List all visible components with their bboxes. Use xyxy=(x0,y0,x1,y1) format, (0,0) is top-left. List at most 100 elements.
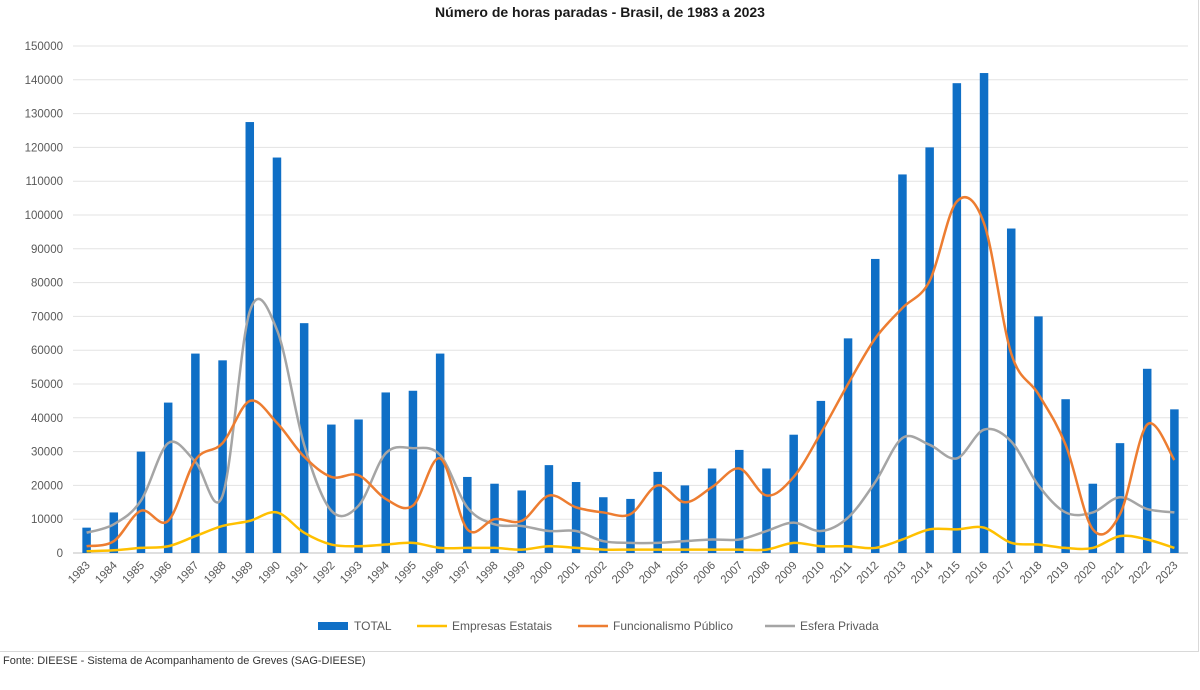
x-tick-label: 2022 xyxy=(1127,560,1154,587)
x-tick-label: 2000 xyxy=(528,560,555,587)
chart-title: Número de horas paradas - Brasil, de 198… xyxy=(435,4,765,20)
x-tick-label: 1990 xyxy=(257,560,284,587)
bar-total xyxy=(871,258,880,553)
bar-total xyxy=(680,485,690,553)
x-tick-label: 2023 xyxy=(1154,560,1181,587)
bar-total xyxy=(218,360,227,553)
x-tick-label: 2011 xyxy=(828,560,854,586)
x-tick-label: 2004 xyxy=(637,559,664,586)
x-tick-label: 2021 xyxy=(1100,560,1127,587)
bar-total xyxy=(925,147,934,553)
y-tick-label: 110000 xyxy=(25,176,63,188)
chart-frame xyxy=(0,0,1199,652)
x-tick-label: 1991 xyxy=(284,560,311,587)
x-tick-label: 2008 xyxy=(746,560,773,587)
x-tick-label: 2019 xyxy=(1045,560,1072,587)
bar-total xyxy=(789,434,798,553)
y-tick-label: 0 xyxy=(57,548,63,560)
y-tick-label: 50000 xyxy=(31,379,63,391)
bar-total xyxy=(245,122,255,554)
bar-total xyxy=(898,174,907,553)
bar-total xyxy=(1061,399,1070,553)
x-tick-label: 2015 xyxy=(936,560,963,587)
y-tick-label: 10000 xyxy=(31,514,63,526)
bar-total xyxy=(544,465,554,553)
bar-total xyxy=(599,497,608,553)
x-tick-label: 1998 xyxy=(474,560,501,587)
y-tick-label: 150000 xyxy=(25,41,63,53)
x-tick-label: 2001 xyxy=(556,560,583,587)
x-tick-label: 2009 xyxy=(773,560,800,587)
x-tick-label: 1997 xyxy=(447,560,474,587)
x-tick-label: 1993 xyxy=(338,560,365,587)
x-tick-label: 1988 xyxy=(202,560,229,587)
x-tick-label: 1999 xyxy=(501,560,528,587)
bar-total xyxy=(272,157,282,554)
x-tick-label: 1994 xyxy=(365,559,392,586)
x-tick-label: 2005 xyxy=(664,560,691,587)
y-tick-label: 90000 xyxy=(31,244,63,256)
x-tick-label: 2016 xyxy=(964,560,991,587)
legend-empresas-estatais-label: Empresas Estatais xyxy=(452,619,552,633)
chart-canvas: 0 10000 20000 30000 40000 50000 60000 70000 8000… xyxy=(25,41,1188,633)
bar-total xyxy=(327,424,336,553)
x-tick-label: 1985 xyxy=(121,560,148,587)
line-funcionalismo-publico xyxy=(86,196,1176,548)
bar-total xyxy=(816,400,826,553)
bar-total xyxy=(381,392,390,553)
y-tick-label: 30000 xyxy=(31,447,63,459)
x-tick-label: 1987 xyxy=(175,560,202,587)
source-note: Fonte: DIEESE - Sistema de Acompanhament… xyxy=(3,655,366,667)
y-tick-label: 40000 xyxy=(31,413,63,425)
bar-total xyxy=(82,527,91,553)
bar-total xyxy=(952,83,962,554)
x-tick-label: 1983 xyxy=(66,560,93,587)
bar-total xyxy=(762,468,771,553)
bar-total xyxy=(626,498,635,553)
y-tick-label: 80000 xyxy=(31,278,63,290)
bar-total xyxy=(1170,409,1179,553)
bar-total xyxy=(979,73,989,553)
x-tick-label: 2020 xyxy=(1072,560,1099,587)
bar-total xyxy=(1006,228,1016,553)
bar-total xyxy=(843,338,853,553)
bar-total xyxy=(1142,368,1152,553)
x-tick-label: 1986 xyxy=(148,560,175,587)
legend-esfera-privada-label: Esfera Privada xyxy=(800,619,879,633)
line-empresas-estatais xyxy=(86,510,1175,553)
bar-total xyxy=(1088,483,1098,553)
y-tick-label: 60000 xyxy=(31,345,63,357)
bar-total xyxy=(163,402,173,553)
x-tick-label: 1984 xyxy=(93,559,120,586)
x-tick-label: 1995 xyxy=(392,560,419,587)
legend-total-swatch xyxy=(318,622,348,630)
x-tick-label: 2010 xyxy=(800,560,827,587)
y-tick-label: 120000 xyxy=(25,142,63,154)
y-tick-label: 140000 xyxy=(25,75,63,87)
bar-total xyxy=(408,390,418,553)
x-tick-label: 2012 xyxy=(855,560,882,587)
bar-total xyxy=(1034,316,1043,553)
x-tick-label: 2017 xyxy=(991,560,1018,587)
bar-total xyxy=(191,353,200,553)
x-tick-label: 2007 xyxy=(719,560,746,587)
x-tick-label: 2014 xyxy=(909,559,936,586)
bar-total xyxy=(571,482,581,553)
bar-total xyxy=(735,449,744,553)
x-tick-label: 2002 xyxy=(583,560,610,587)
y-tick-label: 70000 xyxy=(31,311,63,323)
bar-total xyxy=(109,512,119,553)
x-tick-label: 2018 xyxy=(1018,560,1045,587)
x-tick-label: 2013 xyxy=(882,560,909,587)
y-tick-label: 130000 xyxy=(25,109,63,121)
bar-total xyxy=(354,419,363,553)
x-tick-label: 1989 xyxy=(229,560,256,587)
line-esfera-privada xyxy=(86,297,1175,545)
bar-total xyxy=(463,476,472,553)
bar-total xyxy=(299,323,309,553)
x-tick-label: 2006 xyxy=(692,560,719,587)
x-tick-label: 1996 xyxy=(420,560,447,587)
y-tick-label: 100000 xyxy=(25,210,63,222)
bar-total xyxy=(653,471,662,553)
x-tick-label: 2003 xyxy=(610,560,637,587)
